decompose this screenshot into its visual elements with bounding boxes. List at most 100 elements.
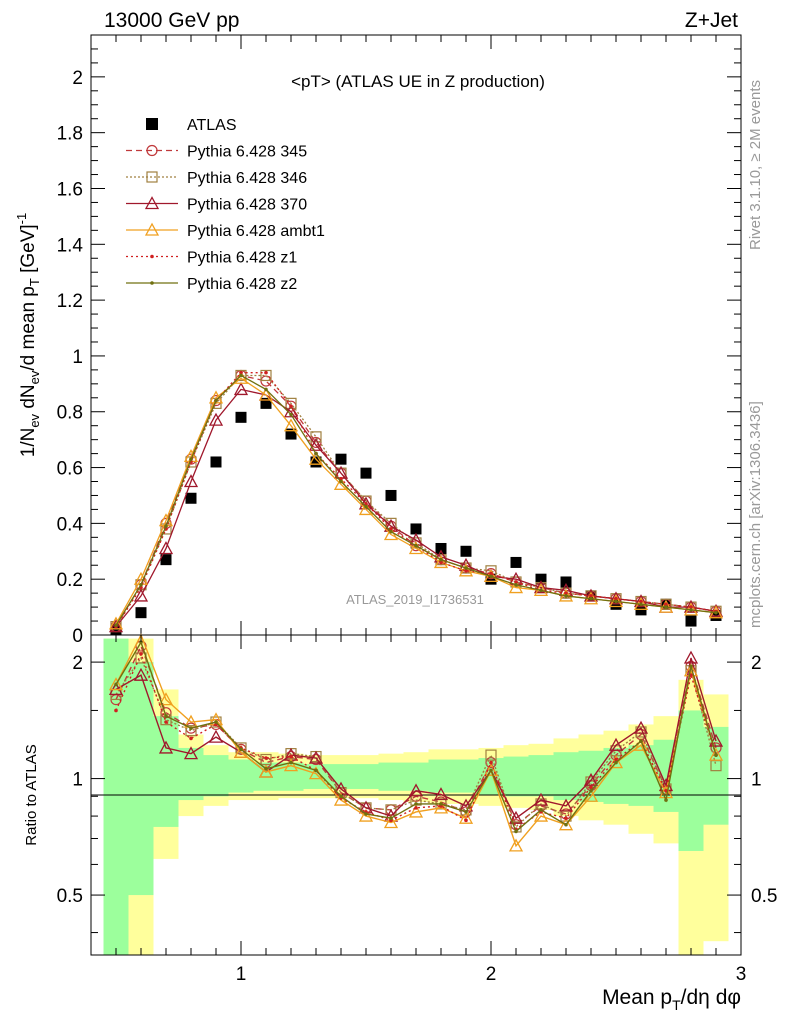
series-point [308, 451, 324, 465]
series-point [264, 387, 268, 392]
legend-entry: Pythia 6.428 z2 [126, 276, 297, 293]
rivet-label: Rivet 3.1.10, ≥ 2M events [747, 80, 764, 250]
main-ticks: 0 0.2 0.4 0.6 0.8 1 1.2 1.4 1.6 1.8 2 [57, 35, 742, 647]
ratio-point [283, 758, 299, 772]
series-point [689, 608, 693, 612]
legend-label: Pythia 6.428 370 [187, 197, 307, 214]
series-point [589, 594, 593, 598]
series-point [414, 543, 418, 548]
ratio-band-inner [628, 745, 654, 806]
ratio-series [108, 633, 724, 852]
main-ytick-label: 0 [72, 626, 83, 647]
ratio-ytick-label: 2 [72, 653, 83, 674]
legend-entry: Pythia 6.428 370 [126, 196, 307, 214]
ratio-point [464, 818, 468, 823]
svg-text:1/Nev dNev/d mean pT [GeV]-1: 1/Nev dNev/d mean pT [GeV]-1 [14, 213, 42, 458]
ratio-band-inner [228, 759, 254, 793]
ratio-point [708, 733, 724, 747]
ratio-point [564, 822, 568, 827]
series-point [589, 596, 593, 601]
ratio-band-inner [453, 759, 479, 793]
series-point [339, 479, 343, 484]
legend-label: Pythia 6.428 ambt1 [187, 223, 325, 240]
series-point [158, 541, 174, 555]
ratio-point [683, 650, 699, 664]
atlas-point [235, 411, 247, 423]
series-point [439, 560, 443, 565]
legend-label: Pythia 6.428 346 [187, 170, 307, 187]
legend-label: Pythia 6.428 z1 [187, 250, 297, 267]
series-point [614, 599, 618, 604]
legend-entry: ATLAS [146, 117, 237, 134]
ratio-point [708, 747, 724, 761]
ratio-band-inner [528, 755, 554, 797]
ratio-band-inner [403, 762, 429, 791]
ratio-point [289, 754, 293, 759]
atlas-point [260, 397, 272, 409]
series-point [683, 599, 699, 613]
atlas-point [560, 576, 572, 588]
legend-marker [150, 281, 154, 285]
ratio-point [158, 692, 174, 706]
series-line [115, 374, 717, 626]
atlas-point [685, 615, 697, 627]
series-point [664, 602, 668, 607]
legend-marker [144, 196, 160, 210]
ratio-band-inner [553, 752, 579, 801]
ratio-point [139, 652, 143, 656]
ratio-pythia-6-428-z2 [114, 640, 718, 834]
ratio-point [483, 763, 499, 777]
series-point [285, 397, 297, 409]
mcplots-label: mcplots.cern.ch [arXiv:1306.3436] [747, 401, 764, 628]
series-point [464, 566, 468, 570]
ratio-point [414, 806, 418, 810]
series-point [489, 574, 493, 579]
ratio-point [539, 808, 543, 812]
legend-entry: Pythia 6.428 z1 [126, 250, 297, 267]
legend-label: Pythia 6.428 z2 [187, 276, 297, 293]
legend: ATLAS Pythia 6.428 345 Pythia 6.428 346 Pyt… [126, 117, 325, 293]
ratio-xtick-label: 3 [736, 964, 747, 985]
main-ytick-label: 0.6 [57, 459, 83, 480]
main-ytick-label: 0.2 [57, 570, 83, 591]
series-point [283, 418, 299, 432]
atlas-point [460, 545, 472, 557]
series-point [160, 523, 172, 535]
ratio-point [333, 792, 349, 806]
series-point [183, 474, 199, 488]
ratio-point [114, 682, 118, 687]
series-line [115, 374, 717, 627]
series-point [239, 370, 243, 375]
main-ytick-label: 0.4 [57, 514, 84, 535]
ratio-point [258, 764, 274, 778]
series-pythia-6-428-z2 [114, 373, 718, 628]
ratio-xtick-label: 1 [236, 964, 247, 985]
ratio-band-inner [353, 764, 379, 789]
ratio-point [308, 750, 324, 764]
series-point [233, 382, 249, 396]
series-point [639, 602, 643, 607]
atlas-point [710, 609, 722, 621]
ratio-point [408, 783, 424, 797]
ratio-point [614, 757, 618, 762]
main-ytick-label: 1.8 [57, 124, 83, 145]
series-point [108, 616, 124, 630]
atlas-point [435, 542, 447, 554]
atlas-point [360, 467, 372, 479]
main-panel: 0 0.2 0.4 0.6 0.8 1 1.2 1.4 1.6 1.8 2 <pT> (ATLAS … [57, 34, 742, 647]
ratio-point [583, 772, 599, 786]
ratio-point [485, 756, 497, 769]
ratio-band-inner [278, 762, 304, 791]
watermark: ATLAS_2019_I1736531 [346, 592, 484, 607]
ratio-point [289, 760, 293, 765]
ratio-point [489, 760, 493, 765]
ratio-ytick-label-right: 1 [751, 770, 762, 791]
main-ytick-label: 0.8 [57, 403, 83, 424]
series-point [439, 557, 443, 562]
series-point [389, 527, 393, 531]
legend-label: ATLAS [187, 117, 237, 134]
ratio-point [608, 737, 624, 751]
series-point [235, 369, 247, 382]
series-point [164, 524, 168, 528]
main-ytick-label: 1 [72, 347, 83, 368]
